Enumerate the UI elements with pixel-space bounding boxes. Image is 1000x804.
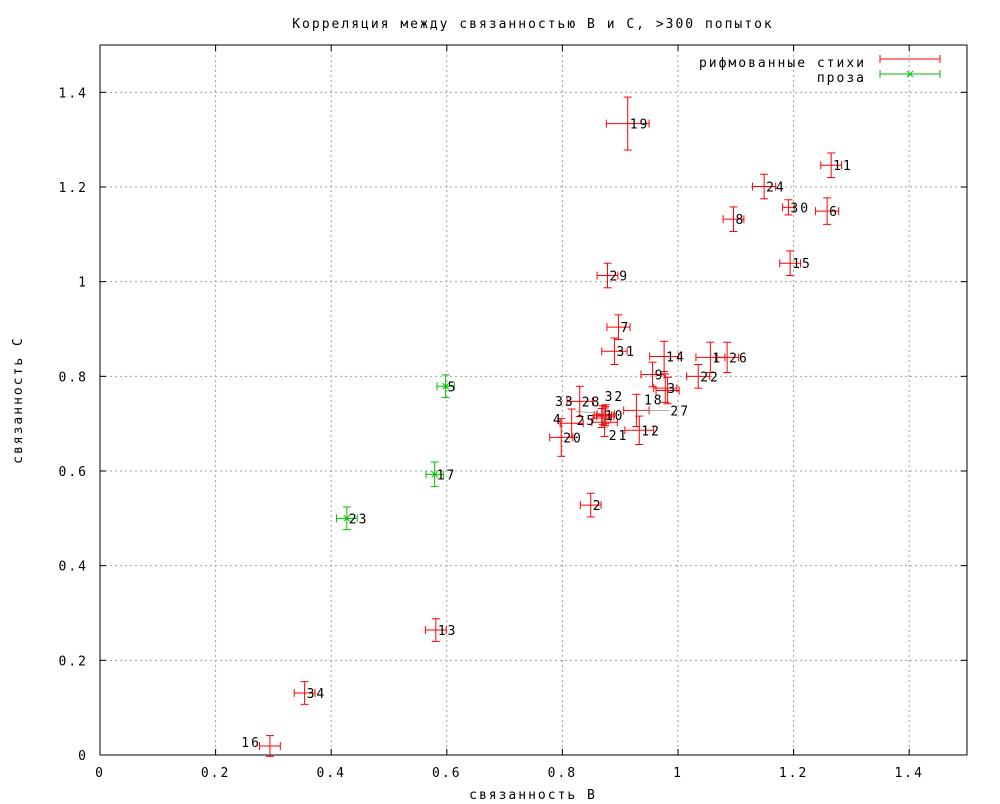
point-label-27: 27: [670, 404, 690, 419]
point-label-26: 26: [729, 351, 749, 366]
point-label-25: 25: [577, 414, 597, 429]
chart-title: Корреляция между связанностью B и C, >30…: [292, 17, 774, 32]
data-point-12: [624, 415, 655, 445]
data-point-11: [820, 152, 843, 179]
grid: [100, 45, 967, 755]
point-label-6: 6: [829, 205, 839, 220]
data-point-13: [424, 618, 447, 642]
legend-sample-prose: [879, 70, 941, 78]
point-label-19: 19: [630, 118, 650, 133]
point-label-10: 10: [605, 409, 625, 424]
point-label-29: 29: [609, 270, 629, 285]
y-tick-label: 0.8: [59, 370, 88, 385]
point-marker: [343, 514, 351, 522]
label-leader-line: [601, 417, 609, 429]
data-point-17: [425, 461, 444, 488]
axis-ticks: 0 0.2 0.4 0.6 0.8 1 1.2 1.4 0 0.2 0.4 0.6 0.8 1 1.2 1.4: [59, 45, 967, 781]
data-points: [259, 96, 843, 757]
data-point-5: [436, 374, 455, 399]
point-label-14: 14: [666, 350, 686, 365]
data-point-29: [596, 262, 619, 289]
y-tick-label: 0.2: [59, 654, 88, 669]
point-label-5: 5: [448, 380, 458, 395]
point-label-21: 21: [609, 429, 629, 444]
y-tick-label: 0.4: [59, 560, 88, 575]
point-marker: [431, 470, 439, 478]
data-point-34: [293, 681, 316, 705]
point-label-15: 15: [792, 257, 812, 272]
data-point-19: [605, 96, 650, 151]
point-label-4: 4: [553, 413, 563, 428]
data-point-9: [640, 361, 665, 388]
legend-label-rhymed: рифмованные стихи: [699, 56, 866, 71]
y-tick-label: 0: [78, 749, 88, 764]
legend-label-prose: проза: [817, 71, 866, 86]
y-tick-label: 0.6: [59, 465, 88, 480]
point-label-18: 18: [644, 394, 664, 409]
data-point-16: [259, 735, 281, 757]
point-label-3: 3: [667, 382, 677, 397]
point-label-1: 1: [712, 351, 722, 366]
point-marker: [442, 382, 449, 390]
y-tick-label: 1.4: [59, 86, 88, 101]
point-label-8: 8: [735, 213, 745, 228]
x-tick-label: 0: [95, 766, 105, 781]
point-label-13: 13: [438, 624, 458, 639]
data-point-26: [715, 341, 740, 374]
x-tick-label: 0.2: [201, 766, 230, 781]
point-label-2: 2: [593, 499, 603, 514]
point-label-32: 32: [605, 390, 625, 405]
point-label-7: 7: [620, 321, 630, 336]
x-tick-label: 0.8: [548, 766, 577, 781]
x-tick-label: 0.4: [316, 766, 345, 781]
data-point-24: [752, 173, 777, 200]
data-point-14: [649, 340, 680, 373]
point-label-12: 12: [641, 424, 661, 439]
x-tick-label: 1.4: [894, 766, 923, 781]
y-tick-label: 1: [78, 276, 88, 291]
data-point-3: [653, 373, 678, 403]
point-label-24: 24: [766, 181, 786, 196]
data-point-23: [335, 506, 358, 531]
data-point-20: [549, 417, 574, 457]
x-tick-label: 1: [673, 766, 683, 781]
y-tick-label: 1.2: [59, 181, 88, 196]
data-point-30: [782, 199, 795, 216]
point-label-31: 31: [616, 345, 636, 360]
point-label-23: 23: [349, 512, 369, 527]
data-point-15: [779, 250, 802, 277]
legend: рифмованные стихи проза: [699, 55, 941, 86]
legend-marker: [906, 70, 914, 78]
x-axis-label: связанность B: [469, 788, 597, 800]
point-label-22: 22: [700, 370, 720, 385]
data-point-7: [606, 314, 631, 340]
x-tick-label: 0.6: [432, 766, 461, 781]
plot-frame: [99, 44, 968, 756]
point-label-34: 34: [307, 687, 327, 702]
point-label-16: 16: [241, 736, 261, 751]
point-label-11: 11: [833, 159, 853, 174]
point-label-9: 9: [655, 368, 665, 383]
data-point-18: [655, 376, 680, 405]
point-label-28: 28: [582, 395, 602, 410]
point-label-20: 20: [563, 431, 583, 446]
data-point-31: [601, 337, 628, 365]
data-point-8: [722, 206, 745, 232]
data-point-2: [579, 492, 602, 518]
x-tick-label: 1.2: [779, 766, 808, 781]
point-label-30: 30: [790, 201, 810, 216]
label-leader-line: [575, 410, 606, 415]
y-axis-label: связанность C: [11, 336, 26, 464]
legend-sample-rhymed: [879, 55, 941, 63]
data-point-6: [815, 197, 840, 225]
data-point-22: [686, 364, 711, 389]
point-label-33: 33: [555, 395, 575, 410]
point-label-17: 17: [437, 468, 457, 483]
